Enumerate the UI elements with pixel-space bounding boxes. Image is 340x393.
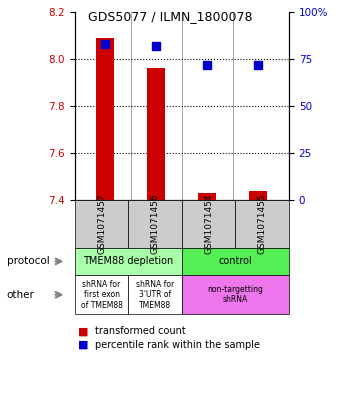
Point	[103, 41, 108, 47]
Bar	[148, 68, 165, 200]
Text: GDS5077 / ILMN_1800078: GDS5077 / ILMN_1800078	[88, 10, 252, 23]
Text: GSM1071454: GSM1071454	[204, 194, 213, 254]
Text: shRNA for
3'UTR of
TMEM88: shRNA for 3'UTR of TMEM88	[136, 280, 174, 310]
Text: non-targetting
shRNA: non-targetting shRNA	[207, 285, 264, 305]
Point	[256, 61, 261, 68]
Text: GSM1071455: GSM1071455	[258, 194, 267, 254]
Bar	[199, 193, 216, 200]
Text: control: control	[219, 256, 252, 266]
Text: protocol: protocol	[7, 256, 50, 266]
Bar	[250, 191, 267, 200]
Bar	[97, 38, 114, 200]
Point	[205, 61, 210, 68]
Text: GSM1071456: GSM1071456	[151, 194, 159, 254]
Text: shRNA for
first exon
of TMEM88: shRNA for first exon of TMEM88	[81, 280, 122, 310]
Text: GSM1071457: GSM1071457	[97, 194, 106, 254]
Text: transformed count: transformed count	[95, 326, 186, 336]
Point	[154, 42, 159, 49]
Text: TMEM88 depletion: TMEM88 depletion	[83, 256, 173, 266]
Text: ■: ■	[78, 326, 89, 336]
Text: ■: ■	[78, 340, 89, 350]
Text: other: other	[7, 290, 35, 300]
Text: percentile rank within the sample: percentile rank within the sample	[95, 340, 260, 350]
